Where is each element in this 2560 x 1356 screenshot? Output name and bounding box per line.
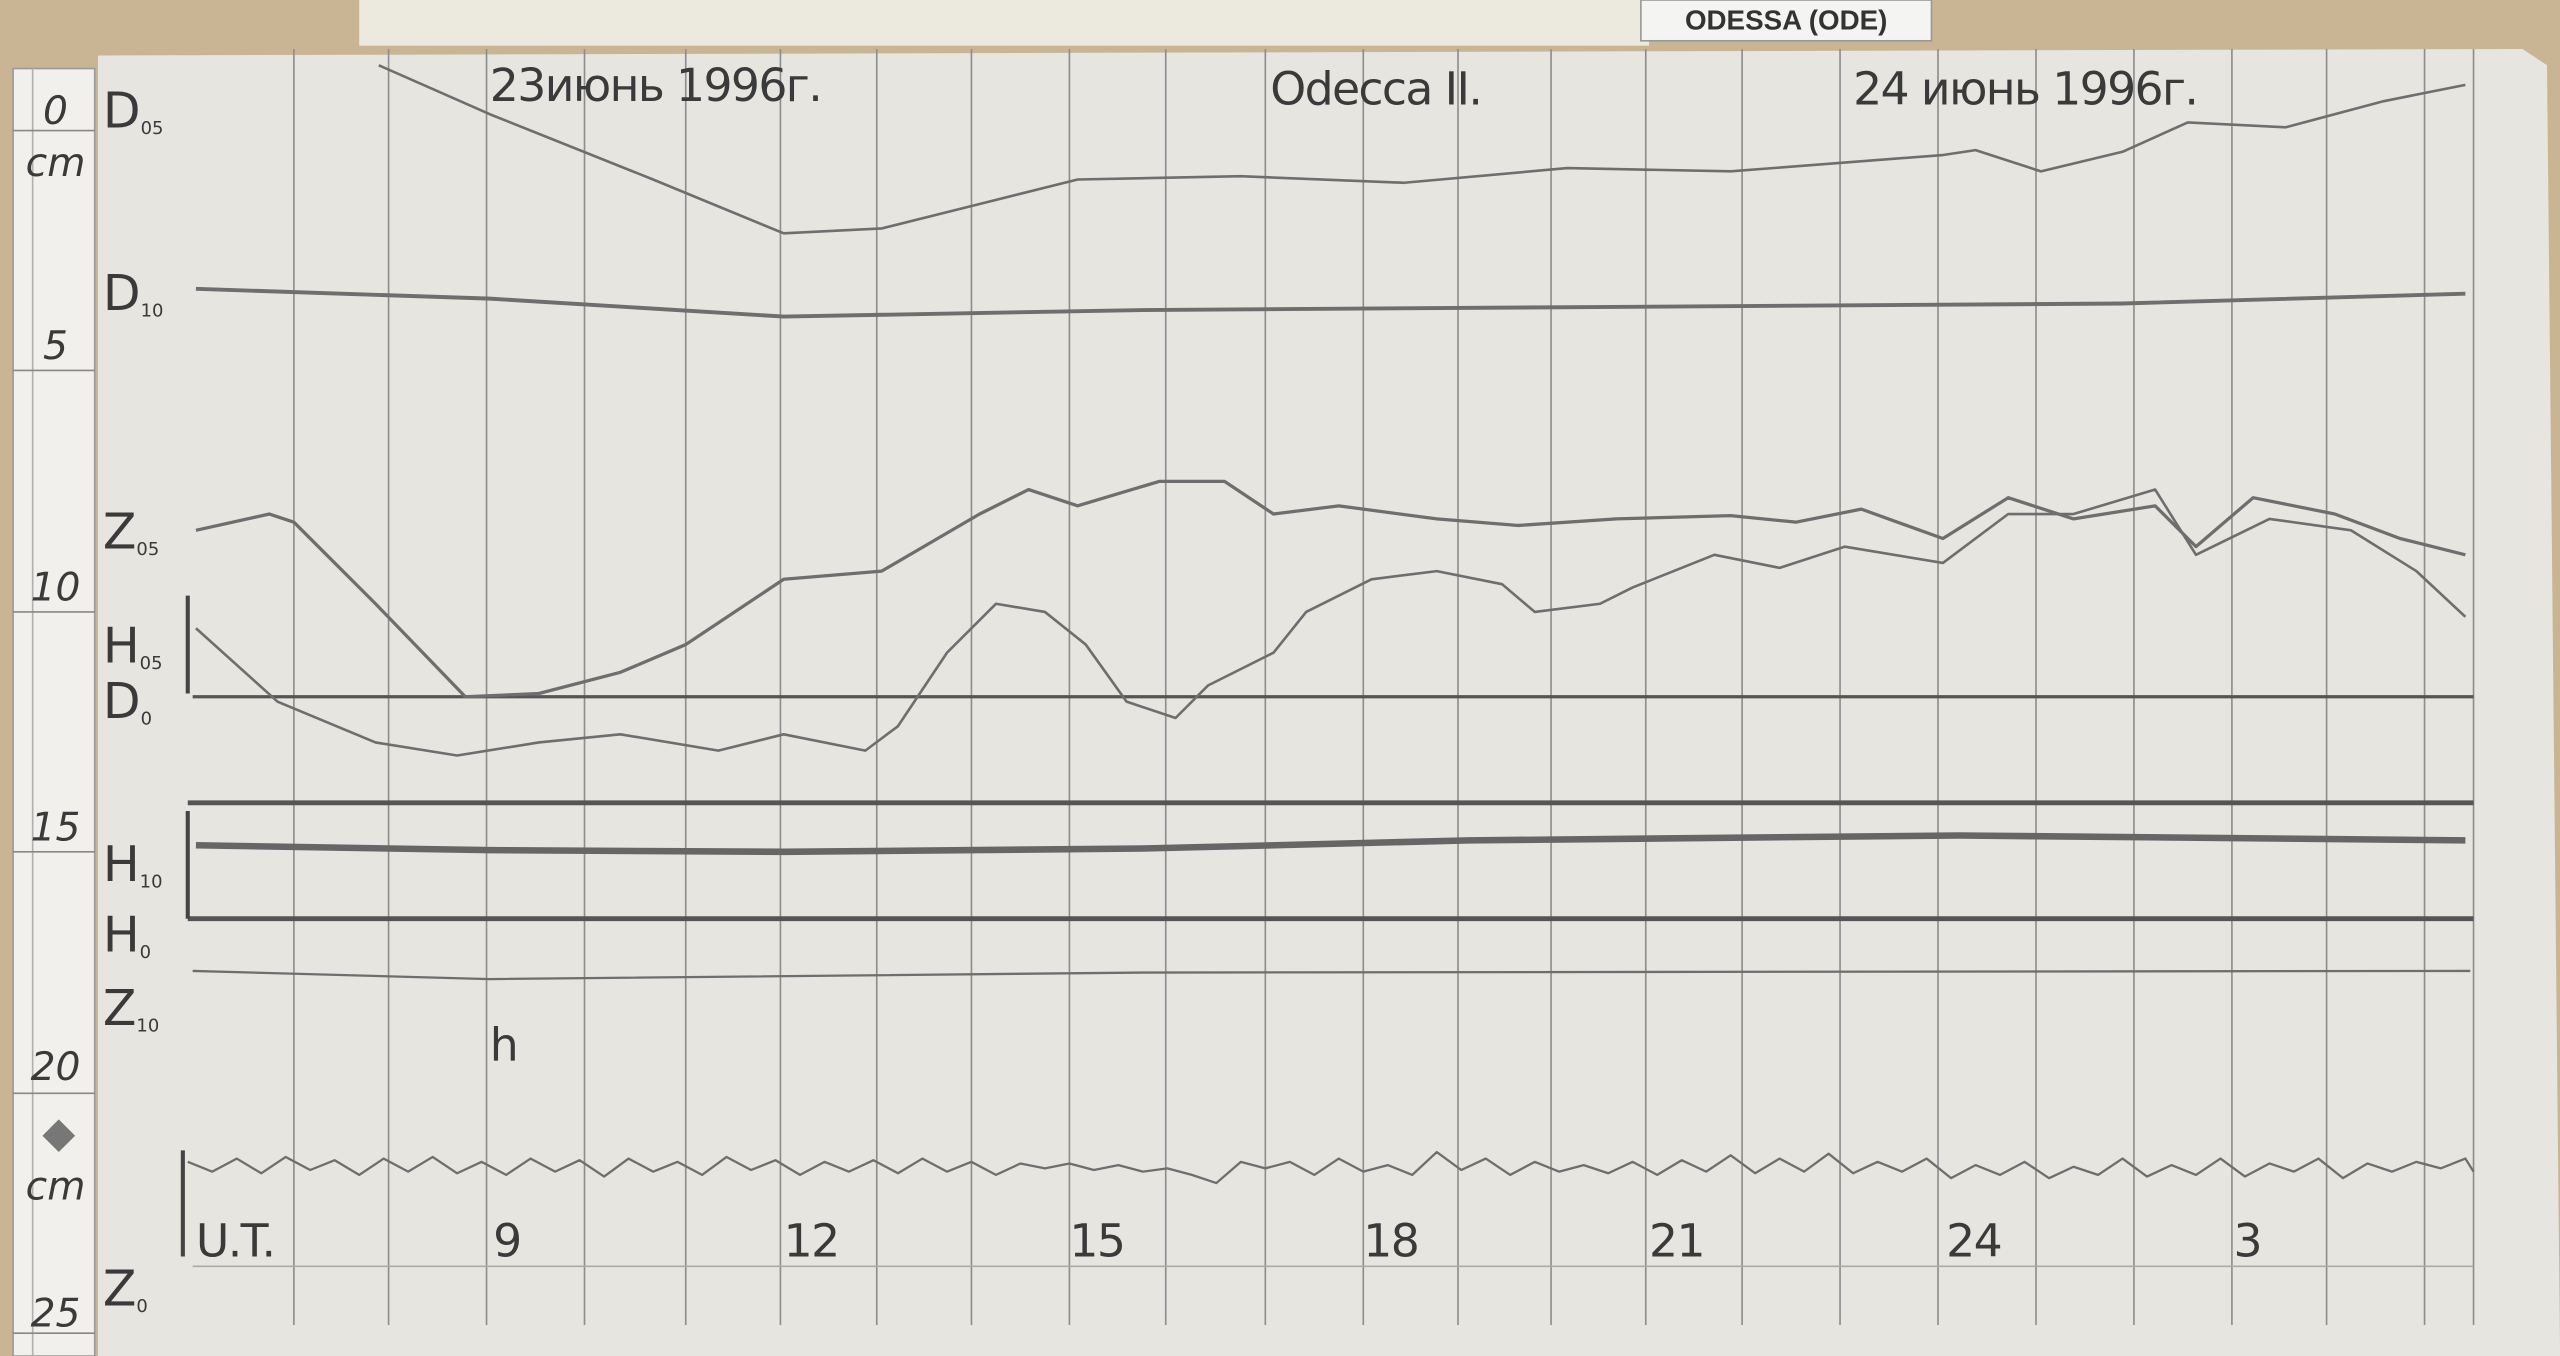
trace-subscript: 10 — [136, 1015, 159, 1036]
trace-z05 — [195, 479, 2466, 699]
trace-h05 — [195, 488, 2467, 757]
ruler — [12, 67, 96, 1356]
paper — [97, 48, 2560, 1356]
trace-z10 — [192, 969, 2471, 981]
date-left: 23июнь 1996г. — [490, 59, 821, 112]
ruler-label: 0 — [43, 89, 68, 134]
trace-letter: Z — [103, 1260, 137, 1317]
ruler-label: 25 — [31, 1292, 81, 1337]
trace-label: H0 — [103, 906, 151, 963]
trace-letter: D — [103, 673, 141, 730]
trace-letter: Z — [103, 503, 137, 560]
ruler-label: 20 — [31, 1045, 81, 1090]
trace-letter: H — [103, 906, 140, 963]
traces — [187, 64, 2475, 1185]
trace-subscript: 05 — [140, 653, 163, 674]
station-tag: ODESSA (ODE) — [1685, 4, 1887, 35]
ruler-label: 5 — [43, 324, 68, 369]
trace-label: D05 — [103, 82, 164, 139]
time-label: U.T. — [196, 1214, 274, 1267]
time-label: 18 — [1363, 1214, 1418, 1267]
ruler-labels: 0 cm 5 10 15 20 cm 25 — [26, 89, 86, 1337]
trace-subscript: 0 — [140, 942, 151, 963]
hour-grid — [293, 48, 2475, 1326]
trace-letter: H — [103, 836, 140, 893]
trace-subscript: 0 — [141, 709, 152, 730]
trace-letter: Z — [103, 980, 137, 1037]
h-mark: h — [490, 1019, 517, 1072]
trace-label: Z05 — [103, 503, 159, 560]
time-label: 24 — [1946, 1214, 2001, 1267]
trace-label: Z0 — [103, 1260, 148, 1317]
trace-d10 — [195, 286, 2466, 319]
trace-subscript: 05 — [141, 118, 164, 139]
baselines — [180, 595, 2474, 1268]
paper-strip — [359, 0, 1650, 46]
titles: 23июнь 1996г. Odecca II. 24 июнь 1996г. … — [490, 59, 2199, 1072]
trace-label: H10 — [103, 836, 163, 893]
trace-subscript: 10 — [140, 872, 163, 893]
trace-letter: H — [103, 618, 140, 675]
trace-letter: D — [103, 82, 141, 139]
trace-subscript: 05 — [136, 539, 159, 560]
station-tag-box — [1640, 0, 1933, 42]
ruler-label: cm — [26, 1164, 86, 1209]
trace-letter: D — [103, 265, 141, 322]
ruler-label: 10 — [31, 566, 81, 611]
time-label: 15 — [1069, 1214, 1124, 1267]
trace-subscript: 10 — [141, 301, 164, 322]
date-right: 24 июнь 1996г. — [1853, 62, 2197, 115]
time-label: 3 — [2234, 1214, 2261, 1267]
time-label: 21 — [1649, 1214, 1704, 1267]
trace-label: D10 — [103, 265, 164, 322]
trace-label: Z10 — [103, 980, 159, 1037]
ruler-label: cm — [26, 141, 86, 186]
station-title: Odecca II. — [1270, 62, 1481, 115]
trace-subscript: 0 — [136, 1296, 147, 1317]
trace-h10 — [195, 832, 2466, 856]
trace-z0 — [187, 1150, 2475, 1185]
time-labels: U.T. 9 12 15 18 21 24 3 — [196, 1214, 2263, 1267]
ruler-label: 15 — [31, 805, 81, 850]
time-label: 9 — [493, 1214, 520, 1267]
time-label: 12 — [784, 1214, 839, 1267]
trace-label: H05 — [103, 618, 163, 675]
trace-d05 — [378, 64, 2466, 235]
ruler-ticks — [13, 129, 95, 1334]
trace-label: D0 — [103, 673, 152, 730]
